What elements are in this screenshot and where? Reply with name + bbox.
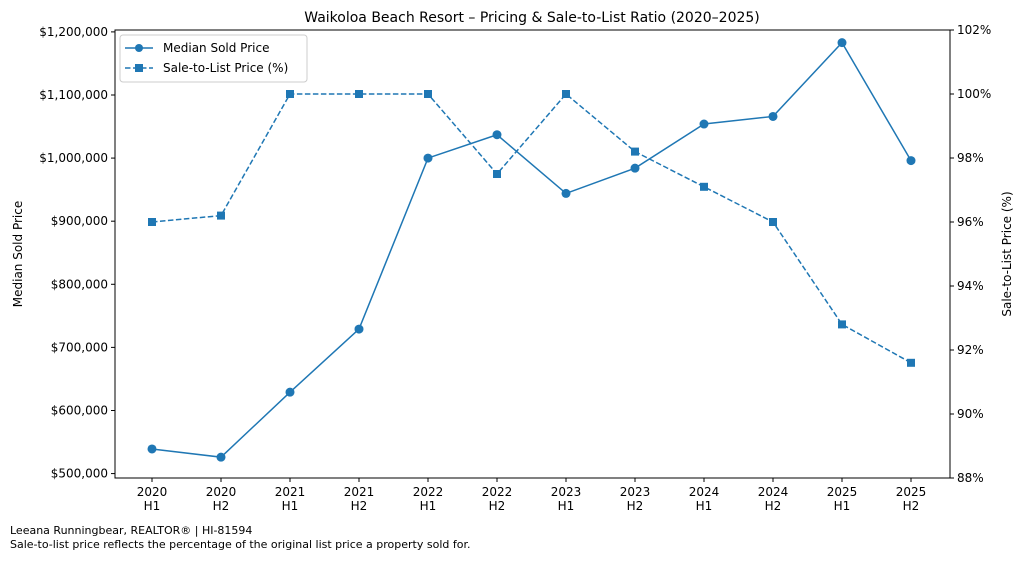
x-tick-label: 2020 H1 bbox=[137, 485, 168, 513]
legend-square-marker-icon bbox=[135, 64, 143, 72]
median-price-point bbox=[561, 188, 571, 198]
median-price-point bbox=[492, 130, 502, 140]
y-tick-label: $700,000 bbox=[51, 340, 108, 354]
x-tick-label: 2024 H1 bbox=[689, 485, 720, 513]
x-tick-label: 2025 H1 bbox=[827, 485, 858, 513]
sale-to-list-point bbox=[838, 320, 846, 329]
x-tick-label: 2020 H2 bbox=[206, 485, 237, 513]
y2-axis-label: Sale-to-List Price (%) bbox=[1000, 191, 1014, 316]
median-price-point bbox=[285, 387, 295, 397]
y2-tick-label: 90% bbox=[957, 407, 984, 421]
y2-tick-label: 96% bbox=[957, 215, 984, 229]
x-tick-label: 2021 H1 bbox=[275, 485, 306, 513]
x-tick-label: 2022 H2 bbox=[482, 485, 513, 513]
y2-tick-label: 100% bbox=[957, 87, 991, 101]
y2-tick-label: 92% bbox=[957, 343, 984, 357]
median-price-point bbox=[423, 153, 433, 163]
x-tick-label: 2023 H1 bbox=[551, 485, 582, 513]
sale-to-list-point bbox=[424, 90, 432, 98]
median-price-point bbox=[216, 452, 226, 462]
median-price-point bbox=[699, 119, 709, 129]
x-tick-label: 2023 H2 bbox=[620, 485, 651, 513]
x-tick-label: 2021 H2 bbox=[344, 485, 375, 513]
sale-to-list-point bbox=[631, 147, 639, 156]
legend: Median Sold Price Sale-to-List Price (%) bbox=[119, 34, 308, 83]
median-price-point bbox=[837, 38, 847, 48]
y-tick-label: $1,200,000 bbox=[39, 25, 108, 39]
footer-note: Sale-to-list price reflects the percenta… bbox=[10, 538, 471, 551]
y2-tick-label: 94% bbox=[957, 279, 984, 293]
sale-to-list-line bbox=[151, 92, 912, 364]
sale-to-list-point bbox=[148, 218, 156, 226]
median-price-point bbox=[906, 156, 916, 166]
plot-frame bbox=[114, 29, 951, 479]
y2-tick-label: 102% bbox=[957, 23, 991, 37]
legend-label-sale-to-list: Sale-to-List Price (%) bbox=[163, 61, 288, 75]
sale-to-list-point bbox=[907, 358, 915, 367]
sale-to-list-point bbox=[217, 211, 225, 220]
sale-to-list-point bbox=[700, 182, 708, 191]
y-tick-label: $800,000 bbox=[51, 277, 108, 291]
y-axis-label: Median Sold Price bbox=[11, 201, 25, 307]
chart-title: Waikoloa Beach Resort – Pricing & Sale-t… bbox=[304, 10, 760, 26]
x-tick-label: 2024 H2 bbox=[758, 485, 789, 513]
sale-to-list-point bbox=[286, 90, 294, 98]
sale-to-list-point bbox=[493, 170, 501, 178]
y-tick-label: $600,000 bbox=[51, 403, 108, 417]
y2-tick-label: 98% bbox=[957, 151, 984, 165]
median-price-point bbox=[768, 111, 778, 121]
sale-to-list-point bbox=[769, 218, 777, 226]
legend-circle-marker-icon bbox=[135, 44, 143, 52]
sale-to-list-point bbox=[355, 90, 363, 98]
y2-tick-label: 88% bbox=[957, 471, 984, 485]
y-tick-label: $500,000 bbox=[51, 467, 108, 481]
sale-to-list-point bbox=[562, 90, 570, 98]
legend-label-median: Median Sold Price bbox=[163, 41, 269, 55]
median-price-point bbox=[354, 324, 364, 334]
median-price-line bbox=[151, 41, 912, 458]
y-tick-label: $900,000 bbox=[51, 214, 108, 228]
y-tick-label: $1,000,000 bbox=[39, 151, 108, 165]
x-tick-label: 2025 H2 bbox=[896, 485, 927, 513]
median-price-point bbox=[147, 444, 157, 454]
x-tick-label: 2022 H1 bbox=[413, 485, 444, 513]
median-price-point bbox=[630, 163, 640, 173]
y-tick-label: $1,100,000 bbox=[39, 88, 108, 102]
footer-credit: Leeana Runningbear, REALTOR® | HI-81594 bbox=[10, 524, 253, 537]
